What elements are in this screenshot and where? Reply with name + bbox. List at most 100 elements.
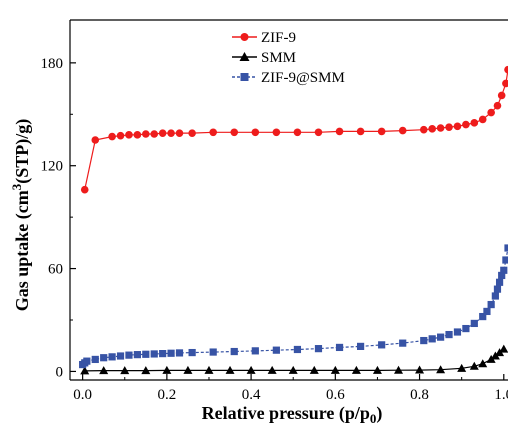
legend-marker-zif9 <box>240 33 249 41</box>
legend: ZIF-9 SMM ZIF-9@SMM <box>232 30 345 86</box>
data-point-zif9-smm <box>495 278 504 286</box>
series-smm <box>80 344 508 375</box>
x-axis-title-main: Relative pressure (p/p <box>202 403 370 424</box>
data-point-zif9-smm <box>399 339 407 347</box>
data-point-zif9-smm <box>116 352 125 360</box>
data-point-zif9-smm <box>159 350 167 358</box>
data-point-zif9-smm <box>188 348 196 357</box>
x-tick-label: 0.0 <box>73 387 92 403</box>
data-point-smm <box>457 363 467 372</box>
data-point-zif9 <box>462 120 470 129</box>
data-point-zif9-smm <box>167 349 175 357</box>
legend-label-zif9-smm: ZIF-9@SMM <box>261 70 345 86</box>
data-point-smm <box>490 351 500 360</box>
data-point-zif9 <box>487 108 495 117</box>
data-point-smm <box>183 365 193 374</box>
data-point-zif9 <box>80 185 89 194</box>
data-point-zif9-smm <box>437 333 445 341</box>
legend-item-zif9: ZIF-9 <box>232 30 296 46</box>
data-point-zif9-smm <box>462 324 470 333</box>
data-point-zif9 <box>116 131 125 140</box>
x-tick-label: 1.0 <box>494 387 508 403</box>
data-point-zif9 <box>470 119 479 127</box>
data-point-zif9 <box>419 125 428 134</box>
data-point-zif9-smm <box>487 300 495 309</box>
data-point-zif9-smm <box>428 335 436 343</box>
legend-item-smm: SMM <box>232 50 296 66</box>
data-point-zif9 <box>478 115 487 124</box>
data-point-zif9-smm <box>125 351 133 359</box>
data-point-smm <box>141 366 151 375</box>
data-point-zif9 <box>445 123 453 131</box>
x-tick-label: 0.4 <box>242 387 261 403</box>
data-point-zif9 <box>502 79 508 88</box>
data-point-smm <box>436 365 446 374</box>
data-point-zif9-smm <box>498 271 506 280</box>
data-point-smm <box>486 354 496 363</box>
data-point-zif9 <box>125 131 133 139</box>
data-point-zif9-smm <box>133 351 141 359</box>
data-point-smm <box>499 344 508 353</box>
legend-marker-zif9-smm <box>240 73 249 81</box>
axes: 0.0 0.2 0.4 0.6 0.8 1.0 0 60 120 180 <box>41 19 508 403</box>
data-point-smm <box>162 365 172 374</box>
data-point-smm <box>469 361 479 370</box>
y-axis-title: Gas uptake (cm3(STP)/g) <box>9 119 33 312</box>
data-point-smm <box>267 365 277 374</box>
y-tick-label: 60 <box>48 262 63 278</box>
data-point-zif9 <box>167 129 175 137</box>
data-point-zif9-smm <box>483 307 491 316</box>
data-point-zif9 <box>133 131 142 139</box>
data-point-zif9 <box>158 129 167 137</box>
data-point-zif9 <box>188 129 196 137</box>
data-point-smm <box>204 365 214 374</box>
data-point-zif9 <box>209 128 217 137</box>
data-point-zif9-smm <box>356 342 365 350</box>
data-point-zif9-smm <box>142 350 150 358</box>
x-axis-title-close: ) <box>376 403 382 424</box>
data-point-zif9 <box>428 125 436 133</box>
data-point-zif9-smm <box>491 292 499 300</box>
legend-label-zif9: ZIF-9 <box>261 30 296 46</box>
data-point-zif9 <box>230 128 239 137</box>
data-point-zif9-smm <box>479 312 487 321</box>
data-point-zif9-smm <box>453 328 462 336</box>
y-tick-label: 0 <box>56 364 64 380</box>
data-point-smm <box>120 366 130 375</box>
data-point-zif9 <box>493 101 502 110</box>
data-point-zif9-smm <box>378 341 386 349</box>
data-point-zif9 <box>335 127 344 136</box>
y-tick-label: 120 <box>41 159 64 175</box>
data-point-zif9-smm <box>502 256 508 264</box>
data-point-smm <box>478 359 488 368</box>
data-point-smm <box>394 365 403 374</box>
data-point-smm <box>415 365 425 374</box>
data-point-smm <box>495 348 505 357</box>
data-point-smm <box>246 365 256 374</box>
data-point-zif9-smm <box>150 350 158 358</box>
data-point-smm <box>288 365 298 374</box>
x-axis-title-sub: 0 <box>370 411 377 424</box>
data-point-zif9 <box>436 124 445 132</box>
x-axis-title: Relative pressure (p/p0) <box>202 403 383 424</box>
x-tick-label: 0.2 <box>157 387 176 403</box>
data-point-zif9-smm <box>504 244 508 252</box>
data-point-zif9-smm <box>445 330 453 339</box>
y-tick-label: 180 <box>41 56 64 72</box>
data-point-zif9-smm <box>230 347 238 356</box>
data-point-smm <box>99 366 109 375</box>
series-zif9 <box>80 65 508 194</box>
data-point-zif9-smm <box>251 347 259 355</box>
data-point-zif9-smm <box>83 357 91 365</box>
data-point-smm <box>372 365 382 374</box>
y-axis-title-main: Gas uptake (cm <box>12 190 33 311</box>
data-point-zif9 <box>142 130 150 138</box>
data-point-zif9-smm <box>209 348 217 356</box>
data-point-zif9 <box>175 129 184 137</box>
data-point-zif9 <box>150 130 159 138</box>
data-point-zif9 <box>272 128 281 137</box>
x-tick-label: 0.6 <box>326 387 345 403</box>
data-point-zif9 <box>108 132 116 141</box>
data-point-zif9 <box>377 127 386 136</box>
